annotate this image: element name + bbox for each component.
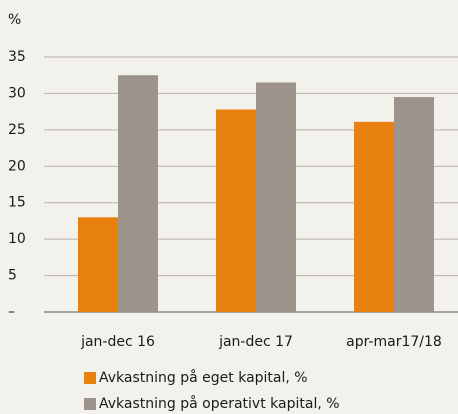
bar [216, 109, 256, 312]
bar [354, 121, 394, 312]
bar [394, 97, 434, 312]
y-tick-label: 10 [8, 231, 26, 247]
y-tick-label: – [8, 304, 15, 320]
y-tick-label: 20 [8, 158, 26, 174]
x-tick-label: jan-dec 16 [80, 334, 155, 350]
x-tick-label: jan-dec 17 [218, 334, 293, 350]
y-tick-label: 15 [8, 195, 26, 211]
legend-label: Avkastning på operativt kapital, % [99, 395, 340, 412]
bar [256, 82, 296, 312]
legend-swatch [84, 398, 96, 410]
y-tick-label: 30 [8, 85, 26, 101]
y-tick-label: 5 [8, 268, 17, 284]
bar [118, 75, 158, 312]
y-tick-label: 25 [8, 122, 26, 138]
y-axis-label: % [8, 12, 21, 28]
legend-swatch [84, 372, 96, 384]
y-tick-label: 35 [8, 49, 26, 65]
bar [78, 217, 118, 312]
x-tick-label: apr-mar17/18 [346, 334, 442, 350]
legend-label: Avkastning på eget kapital, % [99, 369, 308, 386]
